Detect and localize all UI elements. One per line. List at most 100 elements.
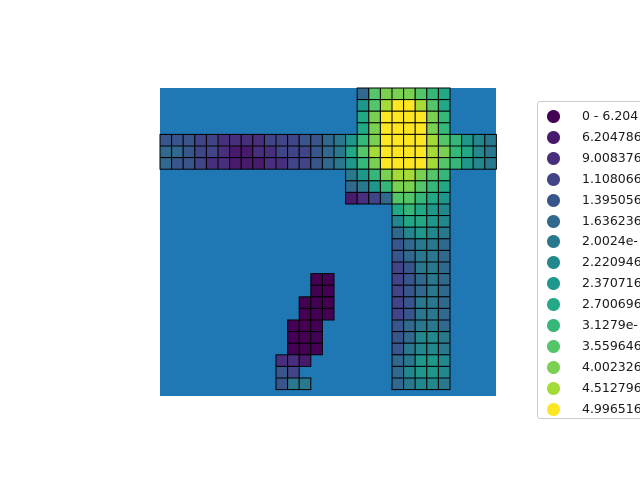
heatmap-cell xyxy=(484,145,497,159)
heatmap-cell xyxy=(379,122,393,135)
heatmap-cell xyxy=(379,168,393,182)
heatmap-cell xyxy=(391,331,405,344)
heatmap-cell xyxy=(356,157,370,170)
heatmap-cell xyxy=(414,331,428,344)
heatmap-cell xyxy=(414,191,428,205)
heatmap-cell xyxy=(414,284,428,298)
heatmap-cell xyxy=(379,99,393,112)
heatmap-cell xyxy=(356,180,370,193)
heatmap-cell xyxy=(403,157,416,170)
legend: 0 - 6.204 6.204786 9.008376 1.108066 1.39505… xyxy=(537,101,640,419)
heatmap-cell xyxy=(391,238,405,251)
heatmap-cell xyxy=(345,191,358,205)
heatmap-cell xyxy=(403,215,416,228)
heatmap-cell xyxy=(240,145,254,159)
heatmap-cell xyxy=(379,87,393,101)
heatmap-cell xyxy=(194,157,207,170)
heatmap-cell xyxy=(391,87,405,101)
heatmap-cell xyxy=(391,203,405,217)
legend-label: 2.220946 xyxy=(582,254,640,270)
heatmap-cell xyxy=(310,145,323,159)
heatmap-cell xyxy=(275,133,289,147)
heatmap-cell xyxy=(391,145,405,159)
heatmap-cell xyxy=(310,342,323,356)
legend-marker xyxy=(547,214,560,228)
heatmap-cell xyxy=(391,354,405,367)
heatmap-cell xyxy=(391,249,405,263)
heatmap-cell xyxy=(345,145,358,159)
heatmap-cell xyxy=(391,215,405,228)
heatmap-cell xyxy=(437,284,451,298)
heatmap-cell xyxy=(414,203,428,217)
heatmap-cell xyxy=(263,145,277,159)
legend-marker xyxy=(547,193,560,207)
heatmap-cell xyxy=(298,157,312,170)
heatmap-cell xyxy=(403,319,416,333)
heatmap-cell xyxy=(437,273,451,286)
legend-label: 2.700696 xyxy=(582,296,640,312)
heatmap-cell xyxy=(391,191,405,205)
heatmap-cell xyxy=(321,145,335,159)
heatmap-cell xyxy=(391,122,405,135)
heatmap-cell xyxy=(391,168,405,182)
heatmap-cell xyxy=(426,157,439,170)
heatmap-cell xyxy=(484,133,497,147)
heatmap-cell xyxy=(403,238,416,251)
heatmap-cell xyxy=(321,307,335,321)
heatmap-cell xyxy=(310,331,323,344)
legend-label: 0 - 6.204 xyxy=(582,108,639,123)
heatmap-cell xyxy=(379,133,393,147)
heatmap-cell xyxy=(426,342,439,356)
heatmap-cell xyxy=(403,331,416,344)
heatmap-cell xyxy=(437,354,451,367)
heatmap-cell xyxy=(437,168,451,182)
heatmap-cell xyxy=(449,145,463,159)
heatmap-cell xyxy=(356,145,370,159)
heatmap-cell xyxy=(368,180,381,193)
heatmap-cell xyxy=(391,110,405,124)
legend-marker xyxy=(547,319,560,332)
heatmap-cell xyxy=(403,342,416,356)
heatmap-cell xyxy=(345,168,358,182)
heatmap-cell xyxy=(403,133,416,147)
heatmap-cell xyxy=(437,145,451,159)
heatmap-cell xyxy=(403,249,416,263)
legend-entry: 1.636236 xyxy=(538,210,640,232)
heatmap-cell xyxy=(240,133,254,147)
heatmap-cell xyxy=(437,110,451,124)
heatmap-cell xyxy=(391,342,405,356)
heatmap-cell xyxy=(263,133,277,147)
legend-marker xyxy=(547,256,560,270)
heatmap-cell xyxy=(403,110,416,124)
heatmap-cell xyxy=(287,342,300,356)
heatmap-cell xyxy=(437,157,451,170)
heatmap-cell xyxy=(356,191,370,205)
heatmap-cell xyxy=(437,226,451,240)
heatmap-cell xyxy=(437,180,451,193)
heatmap-cell xyxy=(403,377,416,391)
legend-label: 1.108066 xyxy=(582,170,640,186)
heatmap-cell xyxy=(426,377,439,391)
heatmap-cell xyxy=(159,157,173,170)
heatmap-cell xyxy=(426,191,439,205)
heatmap-cell xyxy=(205,157,219,170)
heatmap-cell xyxy=(159,145,173,159)
heatmap-cell xyxy=(403,273,416,286)
heatmap-cell xyxy=(437,331,451,344)
heatmap-cell xyxy=(368,157,381,170)
heatmap-cell xyxy=(414,99,428,112)
heatmap-cell xyxy=(391,99,405,112)
heatmap-cell xyxy=(449,157,463,170)
heatmap-cell xyxy=(298,331,312,344)
heatmap-cell xyxy=(403,226,416,240)
heatmap-cell xyxy=(437,296,451,309)
heatmap-cell xyxy=(321,133,335,147)
heatmap-cell xyxy=(403,122,416,135)
heatmap-cell xyxy=(205,133,219,147)
legend-label: 1.636236 xyxy=(582,212,640,228)
heatmap-cell xyxy=(391,273,405,286)
heatmap-cell xyxy=(310,284,323,298)
heatmap-cell xyxy=(310,157,323,170)
legend-entry: 2.700696 xyxy=(538,293,640,315)
legend-label: 2.0024e- xyxy=(582,233,638,249)
